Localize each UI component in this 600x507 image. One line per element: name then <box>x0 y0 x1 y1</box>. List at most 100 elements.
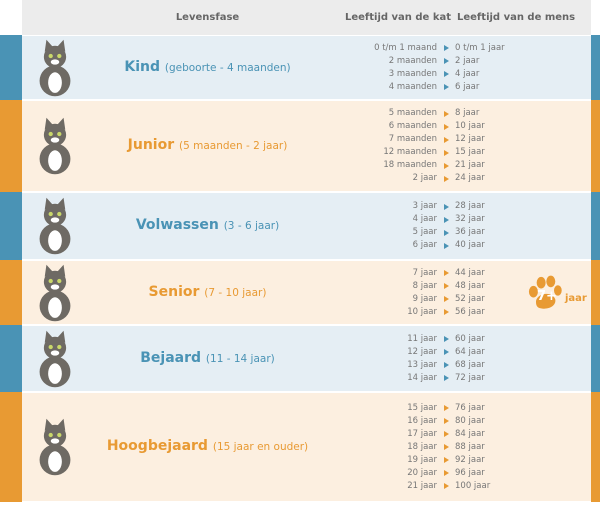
header-cat-age: Leeftijd van de kat <box>344 12 451 23</box>
phase-name: Hoogbejaard <box>106 438 208 454</box>
senior-badge: 7+ jaar <box>527 273 591 313</box>
side-bar <box>0 325 22 392</box>
arrow-icon <box>443 375 449 381</box>
human-age: 21 jaar <box>455 160 485 170</box>
phase-title: Junior (5 maanden - 2 jaar) <box>88 137 327 155</box>
arrow-icon <box>443 457 449 463</box>
arrow-icon <box>443 470 449 476</box>
cat-age: 5 jaar <box>412 227 437 237</box>
arrow-wrap <box>437 467 455 480</box>
cat-age: 9 jaar <box>412 293 437 304</box>
human-age: 28 jaar <box>455 201 485 211</box>
cat-age: 5 maanden <box>388 108 437 118</box>
phase-title: Hoogbejaard (15 jaar en ouder) <box>88 438 327 456</box>
age-list: 15 jaar 76 jaar 16 jaar 80 jaar 17 jaar 84 ja… <box>327 402 527 493</box>
cat-age: 7 jaar <box>412 267 437 278</box>
arrow-wrap <box>437 346 455 359</box>
age-list: 3 jaar 28 jaar 4 jaar 32 jaar 5 jaar 36 jaar 6… <box>327 200 527 252</box>
arrow-wrap <box>437 133 455 146</box>
arrow-icon <box>443 349 449 355</box>
age-row: 3 maanden 4 jaar <box>327 68 527 81</box>
age-row: 3 jaar 28 jaar <box>327 200 527 213</box>
human-age: 8 jaar <box>455 108 480 118</box>
arrow-icon <box>443 110 449 117</box>
badge-cell <box>527 101 591 191</box>
age-row: 13 jaar 68 jaar <box>327 359 527 372</box>
phase-range: (5 maanden - 2 jaar) <box>179 140 288 152</box>
arrow-icon <box>443 203 449 210</box>
phase-name: Bejaard <box>140 349 202 366</box>
human-age: 32 jaar <box>455 214 485 224</box>
cat-age: 13 jaar <box>407 359 437 370</box>
badge-cell <box>527 326 591 391</box>
side-bar <box>0 100 22 192</box>
cat-illustration <box>39 117 71 175</box>
side-bar-right <box>591 392 600 502</box>
arrow-wrap <box>437 454 455 467</box>
side-bar <box>0 392 22 502</box>
arrow-icon <box>443 229 449 236</box>
phase-range: (15 jaar en ouder) <box>212 441 309 453</box>
human-age: 100 jaar <box>455 480 491 491</box>
arrow-icon <box>443 123 449 130</box>
badge-number: 7+ <box>537 288 557 304</box>
age-row: 2 maanden 2 jaar <box>327 55 527 68</box>
cat-illustration <box>39 197 71 255</box>
arrow-wrap <box>437 428 455 441</box>
arrow-icon <box>443 483 449 489</box>
cat-age: 8 jaar <box>412 280 437 291</box>
cat-age: 20 jaar <box>407 467 437 478</box>
badge-cell <box>527 193 591 259</box>
arrow-icon <box>443 296 449 302</box>
phase-title: Kind (geboorte - 4 maanden) <box>88 59 327 77</box>
side-bar-right <box>591 325 600 392</box>
cat-illustration <box>39 264 71 321</box>
age-row: 6 maanden 10 jaar <box>327 120 527 133</box>
human-age: 52 jaar <box>455 293 485 304</box>
cat-age: 3 maanden <box>388 68 437 79</box>
arrow-icon <box>443 216 449 223</box>
arrow-wrap <box>437 213 455 226</box>
arrow-wrap <box>437 146 455 159</box>
cat-age: 3 jaar <box>412 201 437 211</box>
arrow-wrap <box>437 415 455 428</box>
cat-age: 15 jaar <box>407 402 437 413</box>
human-age: 88 jaar <box>455 441 485 452</box>
arrow-icon <box>443 162 449 169</box>
age-list: 0 t/m 1 maand 0 t/m 1 jaar 2 maanden 2 jaar… <box>327 42 527 94</box>
human-age: 96 jaar <box>455 467 485 478</box>
cat-age: 16 jaar <box>407 415 437 426</box>
phase-name: Senior <box>148 283 200 300</box>
arrow-icon <box>443 431 449 437</box>
human-age: 76 jaar <box>455 402 485 413</box>
side-bar-right <box>591 192 600 260</box>
arrow-wrap <box>437 81 455 94</box>
cat-age: 6 jaar <box>412 240 437 250</box>
arrow-icon <box>443 149 449 156</box>
age-row: 20 jaar 96 jaar <box>327 467 527 480</box>
age-row: 8 jaar 48 jaar <box>327 280 527 293</box>
arrow-icon <box>443 242 449 249</box>
cat-age: 7 maanden <box>388 134 437 144</box>
arrow-icon <box>443 336 449 342</box>
age-list: 11 jaar 60 jaar 12 jaar 64 jaar 13 jaar 68 ja… <box>327 333 527 385</box>
row-junior: Junior (5 maanden - 2 jaar) 5 maanden 8 j… <box>0 100 600 192</box>
human-age: 84 jaar <box>455 428 485 439</box>
side-bar <box>0 260 22 325</box>
human-age: 48 jaar <box>455 280 485 291</box>
arrow-wrap <box>437 120 455 133</box>
cat-age: 12 jaar <box>407 346 437 357</box>
arrow-wrap <box>437 306 455 319</box>
cat-age: 4 maanden <box>388 81 437 92</box>
arrow-icon <box>443 84 449 90</box>
arrow-wrap <box>437 267 455 280</box>
age-row: 18 jaar 88 jaar <box>327 441 527 454</box>
cat-illustration <box>39 39 71 96</box>
age-row: 19 jaar 92 jaar <box>327 454 527 467</box>
row-bejaard: Bejaard (11 - 14 jaar) 11 jaar 60 jaar 12 … <box>0 325 600 392</box>
arrow-icon <box>443 45 449 51</box>
side-bar <box>0 35 22 100</box>
arrow-wrap <box>437 280 455 293</box>
arrow-wrap <box>437 239 455 252</box>
arrow-wrap <box>437 402 455 415</box>
